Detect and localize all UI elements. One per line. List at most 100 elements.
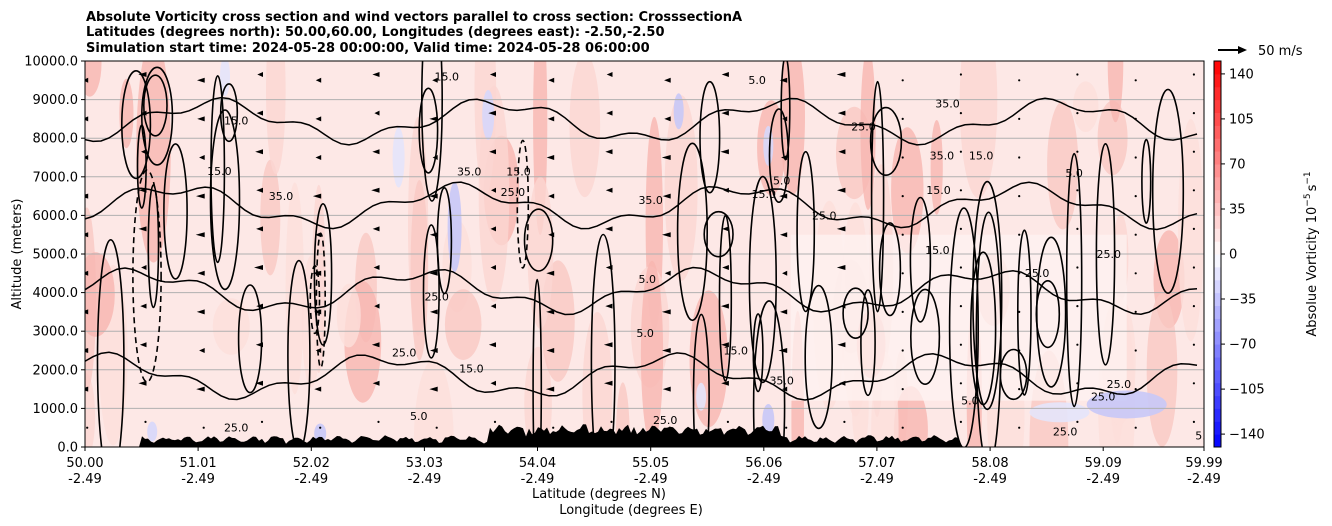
wind-vector-dot-icon [552,426,555,429]
vorticity-positive-patch [266,61,286,175]
wind-vector-arrow-icon [546,348,555,353]
contour-label: 5.0 [636,327,654,340]
colorbar-band [1214,395,1221,409]
wind-vector-dot-icon [901,272,904,275]
wind-vector-arrow-icon [778,348,788,353]
contour-line [96,239,125,447]
contour-label: 15.0 [724,344,749,357]
wind-vector-dot-icon [86,426,89,429]
x-tick-label-longitude: -2.49 [860,472,894,487]
contour-line [796,150,816,313]
wind-vector-arrow-icon [372,380,380,386]
contour-line [842,287,869,340]
wind-vector-arrow-icon [85,386,89,392]
wind-vector-arrow-icon [662,348,671,353]
wind-vector-arrow-icon [314,232,322,238]
wind-vector-arrow-icon [548,232,555,238]
colorbar-band [1214,369,1221,384]
contour-label: 25.0 [501,186,526,199]
contour-line [692,313,710,447]
contour-label: 15.0 [925,244,950,257]
wind-vector-arrow-icon [256,110,263,116]
vorticity-positive-patch [85,252,115,337]
wind-vector-dot-icon [319,426,322,429]
wind-vector-dot-icon [959,227,963,230]
wind-vector-dot-icon [1192,420,1195,423]
vorticity-positive-patch [413,359,454,447]
wind-vector-arrow-icon [782,116,788,122]
wind-vector-arrow-icon [374,110,380,116]
wind-vector-dot-icon [1076,189,1079,192]
wind-vector-arrow-icon [840,303,846,309]
wind-vector-arrow-icon [85,155,89,160]
colorbar-tick-label: 105 [1229,112,1254,127]
wind-vector-arrow-icon [488,342,496,348]
wind-vector-arrow-icon [254,265,263,270]
wind-vector-arrow-icon [195,232,205,238]
contour-label: 15.0 [207,165,232,178]
wind-vector-arrow-icon [196,309,205,315]
wind-vector-arrow-icon [546,155,555,160]
colorbar-band [1214,331,1221,345]
contour-line [878,222,902,317]
wind-vector-dot-icon [1018,388,1021,391]
contour-line [752,300,786,447]
wind-vector-arrow-icon [138,226,147,232]
wind-vector-dot-icon [843,420,846,423]
colorbar-tick-label: −70 [1229,338,1256,353]
contour-line [768,108,790,204]
vorticity-negative-patch [392,127,405,188]
vorticity-positive-patch [85,61,102,97]
wind-vector-arrow-icon [196,386,205,392]
contour-label: 25.0 [424,290,449,303]
wind-vector-arrow-icon [605,265,613,270]
colorbar-tick-label: −35 [1229,293,1256,308]
x-tick-label-latitude: 53.03 [406,456,443,471]
wind-vector-arrow-icon [85,348,89,353]
contour-label: 15.0 [459,363,484,376]
colorbar-band [1214,163,1221,178]
wind-vector-arrow-icon [371,187,380,193]
wind-vector-dot-icon [1192,112,1195,115]
wind-vector-dot-icon [1192,305,1195,308]
y-tick-label: 2000.0 [33,363,79,378]
wind-vector-arrow-icon [782,386,788,392]
contour-label: 15.0 [969,149,994,162]
wind-vector-arrow-icon [664,270,671,276]
wind-vector-dot-icon [1134,117,1137,120]
wind-vector-dot-icon [1134,79,1137,82]
plot-area: 15.0 5.035.015.035.035.0 15.025.035.0 15.05… [85,61,1204,447]
contour-line [209,109,241,291]
contour-line [422,224,440,359]
wind-vector-arrow-icon [490,380,496,386]
vorticity-positive-patch [582,312,613,447]
wind-vector-arrow-icon [605,303,613,309]
wind-vector-arrow-icon [197,270,205,276]
wind-vector-dot-icon [959,420,963,423]
wind-vector-dot-icon [377,420,380,423]
colorbar-label-unit-exp: −1 [1303,171,1313,184]
colorbar-band [1214,138,1221,152]
wind-vectors [85,72,1195,429]
contour-line [1017,229,1032,396]
wind-vector-arrow-icon [314,309,322,315]
vorticity-negative-patch [1029,402,1090,423]
contour-label: 25.0 [1091,391,1116,404]
vorticity-negative-patch [1086,390,1167,419]
wind-vector-arrow-icon [255,342,263,348]
wind-vector-dot-icon [1134,233,1137,236]
wind-vector-dot-icon [1134,349,1137,352]
wind-vector-dot-icon [1018,349,1021,352]
y-tick-label: 7000.0 [33,170,79,185]
wind-vector-arrow-icon [85,232,89,238]
y-tick-label: 5000.0 [33,248,79,263]
contour-line [421,61,443,202]
contour-label: 35.0 [769,375,794,388]
contour-label: 35.0 [457,166,482,179]
title-line-1: Absolute Vorticity cross section and win… [86,10,742,25]
vorticity-negative-patch [447,182,462,272]
colorbar-label-base: Absolue Vorticity 10 [1305,207,1320,337]
vorticity-neutral-region [790,234,1127,401]
wind-vector-dot-icon [901,233,904,236]
contour-line [909,196,932,323]
